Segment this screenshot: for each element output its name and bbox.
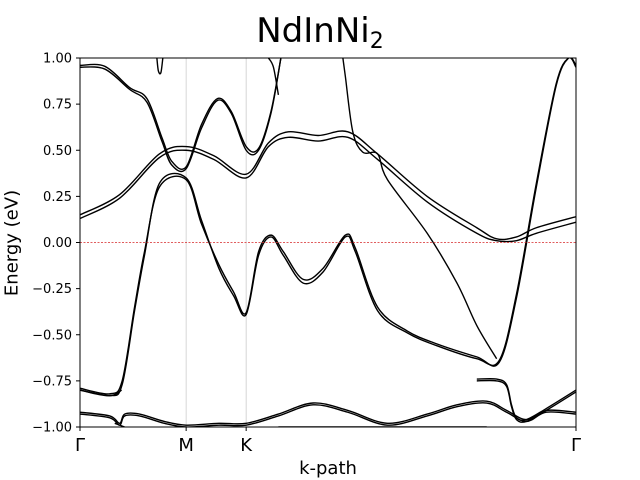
- y-tick-label: 0.50: [43, 144, 72, 159]
- chart-title-main: NdInNi: [256, 11, 370, 51]
- y-tick-label: 0.00: [43, 236, 72, 251]
- x-tick-label: M: [178, 435, 194, 456]
- band-line-8: [342, 58, 498, 360]
- y-tick-label: −0.25: [32, 282, 72, 297]
- band-line-4: [80, 135, 576, 243]
- band-line-6: [80, 58, 576, 395]
- band-line-3: [156, 58, 164, 75]
- x-tick-label: Γ: [571, 435, 581, 456]
- chart-title-subscript: 2: [369, 29, 384, 54]
- y-tick-label: −0.50: [32, 328, 72, 343]
- band-line-1: [80, 58, 282, 173]
- chart-title: NdInNi2: [0, 14, 640, 53]
- band-line-11: [80, 402, 576, 427]
- band-line-14: [476, 379, 576, 423]
- band-lines: [80, 58, 576, 427]
- band-line-9: [267, 58, 280, 96]
- y-axis-label: Energy (eV): [1, 189, 23, 297]
- band-line-7: [80, 58, 576, 397]
- band-line-12: [80, 389, 123, 397]
- band-line-10: [80, 400, 576, 426]
- band-line-13: [476, 377, 576, 422]
- x-tick-label: K: [240, 435, 253, 456]
- y-tick-label: −0.75: [32, 374, 72, 389]
- y-tick-label: −1.00: [32, 421, 72, 436]
- band-line-2: [80, 58, 282, 170]
- y-tick-label: 0.25: [43, 190, 72, 205]
- kpoint-gridlines: [185, 58, 247, 427]
- y-tick-label: 0.75: [43, 98, 72, 113]
- y-axis-ticks: −1.00 −0.75 −0.50 −0.25 0.00 0.25 0.50 0.75 1.00: [32, 52, 80, 436]
- y-tick-label: 1.00: [43, 52, 72, 67]
- band-line-5: [80, 130, 576, 241]
- x-tick-label: Γ: [75, 435, 85, 456]
- x-axis-label: k-path: [299, 458, 357, 479]
